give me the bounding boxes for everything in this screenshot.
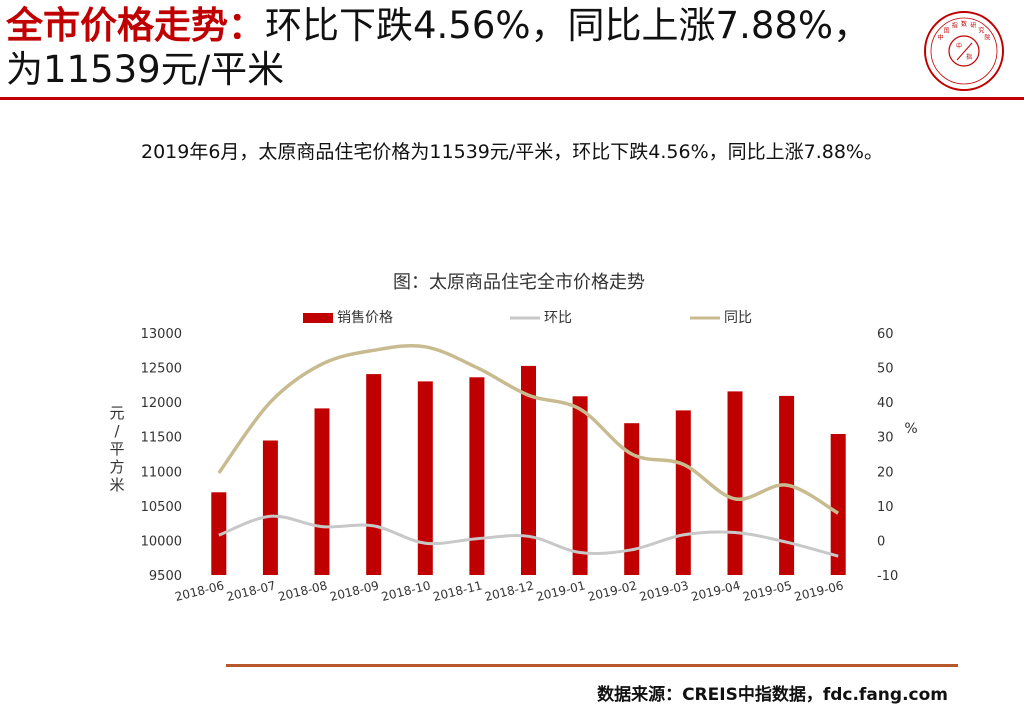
page-title-rest: 环比下跌4.56%，同比上涨7.88%，为11539元/平米 xyxy=(6,4,871,91)
left-tick-label: 10000 xyxy=(141,534,182,549)
price-bar xyxy=(521,365,536,575)
chart-legend: 销售价格 环比 同比 xyxy=(303,310,752,326)
logo-seal-text: 中国指数研究院 xyxy=(938,20,991,42)
left-axis-label: 元/平方米 xyxy=(109,404,124,494)
price-bar xyxy=(366,374,382,575)
title-divider xyxy=(0,97,1024,100)
x-tick-label: 2018-12 xyxy=(483,578,535,604)
x-tick-label: 2018-09 xyxy=(328,578,380,604)
logo-center-char-1: 中 xyxy=(956,42,962,50)
price-bar xyxy=(262,440,278,575)
price-bar xyxy=(675,410,691,575)
logo-seal-char: 究 xyxy=(978,26,984,34)
x-tick-label: 2018-10 xyxy=(380,578,432,604)
price-bar xyxy=(469,377,485,575)
left-axis-label-char: 方 xyxy=(109,458,124,476)
price-bar xyxy=(572,396,588,575)
summary-text: 2019年6月，太原商品住宅价格为11539元/平米，环比下跌4.56%，同比上… xyxy=(140,141,883,163)
x-tick-label: 2018-08 xyxy=(277,578,329,604)
right-tick-label: 40 xyxy=(877,396,894,411)
left-tick-label: 9500 xyxy=(149,569,182,584)
logo-seal-char: 院 xyxy=(984,34,990,42)
source-divider xyxy=(226,664,958,667)
right-tick-label: -10 xyxy=(877,569,898,584)
left-tick-label: 12000 xyxy=(141,396,182,411)
x-tick-label: 2019-03 xyxy=(638,578,690,604)
china-index-academy-logo: 中国指数研究院 中 指 xyxy=(924,11,1004,91)
left-axis-label-char: 元 xyxy=(109,404,124,422)
x-tick-label: 2019-06 xyxy=(793,578,845,604)
right-tick-label: 30 xyxy=(877,431,894,446)
left-axis-ticks: 9500 10000 10500 11000 11500 12000 12500 13000 xyxy=(141,327,182,584)
price-bar xyxy=(417,381,433,575)
legend-label-mom: 环比 xyxy=(544,310,572,326)
left-tick-label: 11000 xyxy=(141,465,182,480)
price-bars xyxy=(211,365,846,575)
x-tick-label: 2018-07 xyxy=(225,578,277,604)
mom-line xyxy=(218,514,839,558)
left-tick-label: 11500 xyxy=(141,431,182,446)
price-bar xyxy=(624,423,640,575)
right-tick-label: 0 xyxy=(877,534,885,549)
x-tick-label: 2019-01 xyxy=(535,578,587,604)
legend-label-price: 销售价格 xyxy=(337,310,393,326)
x-tick-label: 2018-11 xyxy=(432,578,484,604)
left-tick-label: 10500 xyxy=(141,500,182,515)
right-tick-label: 60 xyxy=(877,327,894,342)
x-tick-label: 2019-02 xyxy=(586,578,638,604)
left-axis-label-char: 平 xyxy=(109,440,124,458)
legend-swatch-price xyxy=(303,313,333,323)
x-axis-ticks: 2018-06 2018-07 2018-08 2018-09 2018-10 2018-… xyxy=(173,578,844,604)
right-tick-label: 10 xyxy=(877,500,894,515)
right-tick-label: 20 xyxy=(877,465,894,480)
yoy-line xyxy=(217,343,840,515)
x-tick-label: 2019-05 xyxy=(741,578,793,604)
right-tick-label: 50 xyxy=(877,362,894,377)
chart-title: 图：太原商品住宅全市价格走势 xyxy=(393,272,645,293)
x-tick-label: 2019-04 xyxy=(690,578,742,604)
logo-seal-char: 中 xyxy=(938,34,944,42)
price-bar xyxy=(727,391,743,575)
page-title: 全市价格走势：环比下跌4.56%，同比上涨7.88%，为11539元/平米 xyxy=(6,4,886,92)
price-bar xyxy=(830,434,846,575)
logo-seal-char: 数 xyxy=(961,20,967,28)
page-title-highlight: 全市价格走势： xyxy=(6,4,265,47)
logo-seal-char: 国 xyxy=(944,27,950,34)
right-axis-ticks: -10 0 10 20 30 40 50 60 xyxy=(877,327,898,584)
logo-seal-char: 研 xyxy=(970,23,976,30)
left-axis-label-char: 米 xyxy=(109,476,124,494)
right-axis-label: % xyxy=(904,421,917,437)
left-tick-label: 13000 xyxy=(141,327,182,342)
logo-center-char-2: 指 xyxy=(966,53,972,61)
left-axis-label-char: / xyxy=(114,422,120,440)
logo-seal-char: 指 xyxy=(952,22,958,30)
price-bar xyxy=(314,408,330,575)
legend-label-yoy: 同比 xyxy=(724,310,752,326)
data-source: 数据来源：CREIS中指数据，fdc.fang.com xyxy=(597,685,948,705)
left-tick-label: 12500 xyxy=(141,362,182,377)
price-trend-chart: 图：太原商品住宅全市价格走势 销售价格 环比 同比 9500100001050011… xyxy=(109,272,917,604)
